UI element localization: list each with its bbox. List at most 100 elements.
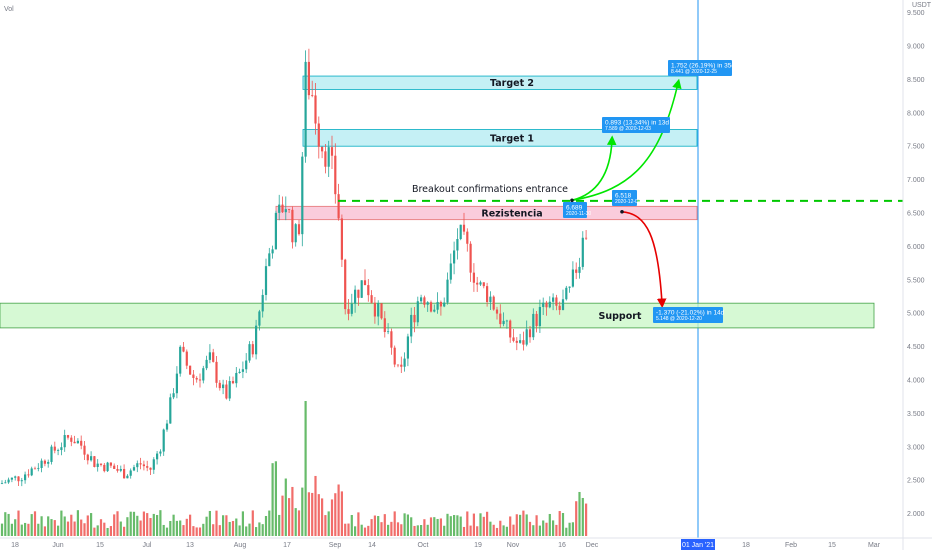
y-tick-label: 2.500 [907,478,925,485]
volume-bar [354,526,357,536]
candle-body [294,224,297,243]
candle-body [459,224,462,240]
volume-bar [377,516,380,536]
candle-body [439,301,442,307]
volume-bar [179,520,182,536]
candle-body [548,301,551,308]
volume-bar [86,515,89,536]
candle-body [106,462,109,472]
volume-bar [330,499,334,536]
candle-body [57,450,60,451]
breakout-label: Breakout confirmations entrance [412,184,568,195]
candle-body [27,474,30,476]
volume-bar [149,518,152,536]
candle-body [509,320,512,338]
candle-body [4,482,7,484]
volume-bar [103,522,106,536]
candle-body [132,467,136,471]
volume-bar [126,517,129,536]
volume-bar [43,526,46,536]
entry-point-box-main: 6.689 [566,205,583,212]
y-tick-label: 7.000 [907,177,925,184]
zone-label: Target 2 [490,78,534,89]
candle-body [545,302,548,308]
volume-bar [410,517,413,536]
volume-bar [37,523,40,536]
candle-body [179,346,182,374]
candle-body [453,250,456,264]
volume-bar [413,525,416,536]
candle-body [443,302,446,307]
volume-bar [552,520,555,536]
volume-bar [80,519,83,536]
volume-bar [406,514,409,536]
candle-body [406,336,409,359]
candle-body [278,204,281,213]
volume-bar [439,518,442,536]
volume-bar [172,514,175,536]
rezistencia-point-box-sub: 2020-12-04 [615,199,641,205]
volume-bar [321,498,324,536]
x-tick-label: Jul [143,542,152,549]
volume-bar [429,517,433,536]
volume-bar [47,516,50,536]
volume-bar [581,497,584,536]
volume-bar [142,511,145,536]
candle-body [350,303,353,314]
volume-bar [403,513,406,536]
volume-bar [109,526,112,536]
volume-bar [195,527,198,536]
candle-body [482,282,485,287]
volume-bar [271,463,274,536]
volume-bar [297,510,301,536]
volume-bar [274,461,277,536]
candle-body [146,466,149,468]
volume-bar [132,511,136,536]
candle-body [423,297,426,305]
support-measure-box [653,307,723,323]
candle-body [109,462,112,466]
support-measure-box-main: -1.370 (-21.02%) in 14d [656,310,725,317]
volume-bar [146,513,149,536]
candle-body [403,358,406,367]
volume-bar [218,525,221,536]
volume-bar [538,525,541,536]
candle-body [561,299,565,311]
volume-bar [502,525,505,536]
candle-body [33,468,37,470]
candle-body [555,297,558,306]
volume-bar [545,522,548,536]
rezistencia-point-box-main: 6.518 [615,193,632,200]
volume-bar [390,521,393,536]
volume-bar [33,511,37,536]
candle-body [377,303,380,317]
candle-body [30,468,33,476]
candle-body [139,463,142,465]
volume-bar [396,522,400,536]
candle-body [347,309,350,314]
volume-bar [462,526,466,536]
volume-bar [476,526,479,536]
volume-bar [251,510,254,536]
volume-bar [119,521,122,536]
volume-bar [456,515,459,536]
candle-body [367,285,370,296]
volume-bar [268,510,271,536]
candle-body [321,146,324,152]
volume-bar [446,513,449,536]
candle-body [413,314,416,323]
volume-bar [123,526,126,536]
candle-body [456,239,459,251]
volume-bar [324,515,327,536]
volume-bar [307,492,310,536]
candle-body [129,470,132,476]
candle-body [519,340,522,343]
candle-body [126,475,129,479]
volume-bar [433,517,436,536]
candle-body [93,456,96,467]
candle-body [354,289,357,304]
candle-body [14,476,17,478]
x-tick-label: 15 [828,542,836,549]
candle-body [165,423,169,430]
